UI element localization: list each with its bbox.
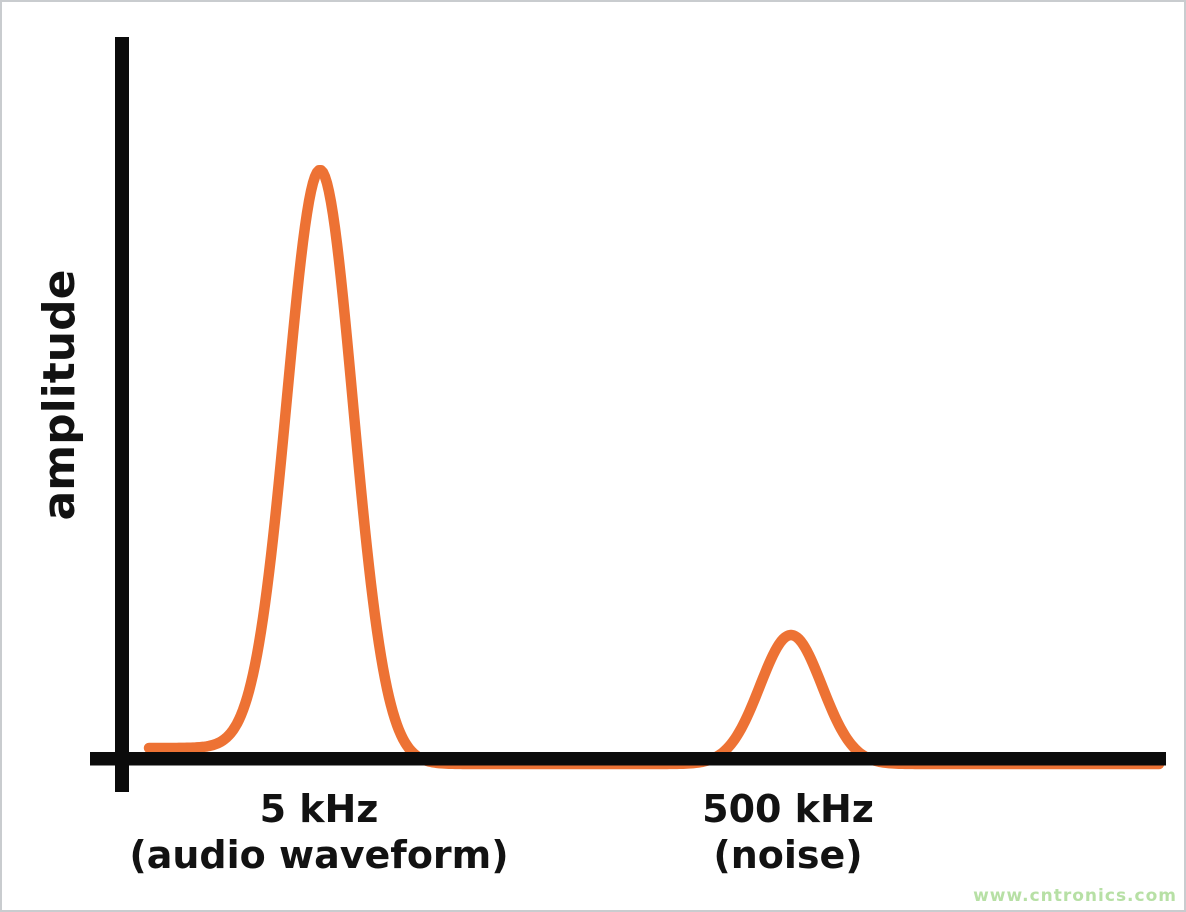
spectrum-curve xyxy=(143,165,1165,770)
x-tick-sublabel-noise: (noise) xyxy=(713,833,863,877)
x-axis-line xyxy=(90,752,1166,766)
y-axis-line xyxy=(115,37,129,792)
x-tick-label-5khz: 5 kHz xyxy=(259,787,379,831)
y-axis-label: amplitude xyxy=(34,269,85,521)
x-tick-label-500khz: 500 kHz xyxy=(702,787,874,831)
x-tick-sublabel-audio-waveform: (audio waveform) xyxy=(129,833,509,877)
watermark-text: www.cntronics.com xyxy=(973,886,1177,906)
